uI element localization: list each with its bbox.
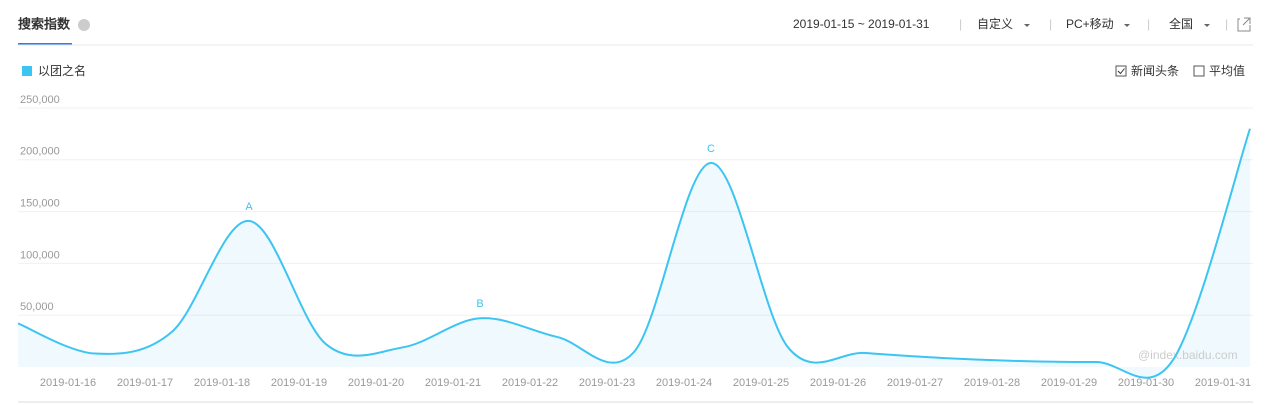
separator: | — [1147, 17, 1150, 31]
separator: | — [1049, 17, 1052, 31]
tab-title[interactable]: 搜索指数 — [18, 16, 71, 31]
x-tick-label: 2019-01-20 — [348, 377, 404, 389]
x-tick-label: 2019-01-23 — [579, 377, 635, 389]
caret — [1204, 24, 1210, 27]
separator: | — [959, 17, 962, 31]
x-tick-label: 2019-01-30 — [1118, 377, 1174, 389]
x-tick-label: 2019-01-21 — [425, 377, 481, 389]
y-tick-label: 150,000 — [20, 198, 60, 210]
caret — [1124, 24, 1130, 27]
average-option[interactable]: 平均值 — [1209, 63, 1245, 78]
x-tick-label: 2019-01-17 — [117, 377, 173, 389]
line — [17, 128, 1251, 379]
annotation: A — [245, 201, 253, 213]
device-select[interactable]: PC+移动 — [1066, 17, 1114, 31]
x-tick-label: 2019-01-28 — [964, 377, 1020, 389]
x-tick-label: 2019-01-16 — [40, 377, 96, 389]
x-tick-label: 2019-01-22 — [502, 377, 558, 389]
help-icon[interactable] — [78, 19, 90, 31]
news-option[interactable]: 新闻头条 — [1131, 63, 1179, 78]
legend-label[interactable]: 以团之名 — [38, 63, 86, 78]
watermark: @index.baidu.com — [1138, 348, 1238, 362]
y-tick-label: 100,000 — [20, 249, 60, 261]
x-tick-label: 2019-01-19 — [271, 377, 327, 389]
annotation: C — [707, 143, 715, 155]
x-tick-label: 2019-01-26 — [810, 377, 866, 389]
separator: | — [1225, 17, 1228, 31]
period-select[interactable]: 自定义 — [977, 16, 1013, 31]
x-tick-label: 2019-01-27 — [887, 377, 943, 389]
x-tick-label: 2019-01-24 — [656, 377, 712, 389]
x-tick-label: 2019-01-18 — [194, 377, 250, 389]
x-tick-label: 2019-01-31 — [1195, 377, 1251, 389]
x-tick-label: 2019-01-25 — [733, 377, 789, 389]
y-tick-label: 250,000 — [20, 94, 60, 106]
checkbox-checked[interactable] — [1115, 65, 1127, 77]
date-range[interactable]: 2019-01-15 ~ 2019-01-31 — [793, 17, 930, 31]
region-select[interactable]: 全国 — [1169, 16, 1193, 31]
x-tick-label: 2019-01-29 — [1041, 377, 1097, 389]
area — [18, 128, 1250, 378]
y-tick-label: 50,000 — [20, 301, 54, 313]
y-tick-label: 200,000 — [20, 146, 60, 158]
export-icon[interactable] — [1237, 17, 1251, 32]
check-mark — [1117, 68, 1125, 75]
legend-swatch[interactable] — [22, 66, 32, 76]
annotation: B — [476, 298, 483, 310]
checkbox[interactable] — [1193, 65, 1205, 77]
caret — [1024, 24, 1030, 27]
